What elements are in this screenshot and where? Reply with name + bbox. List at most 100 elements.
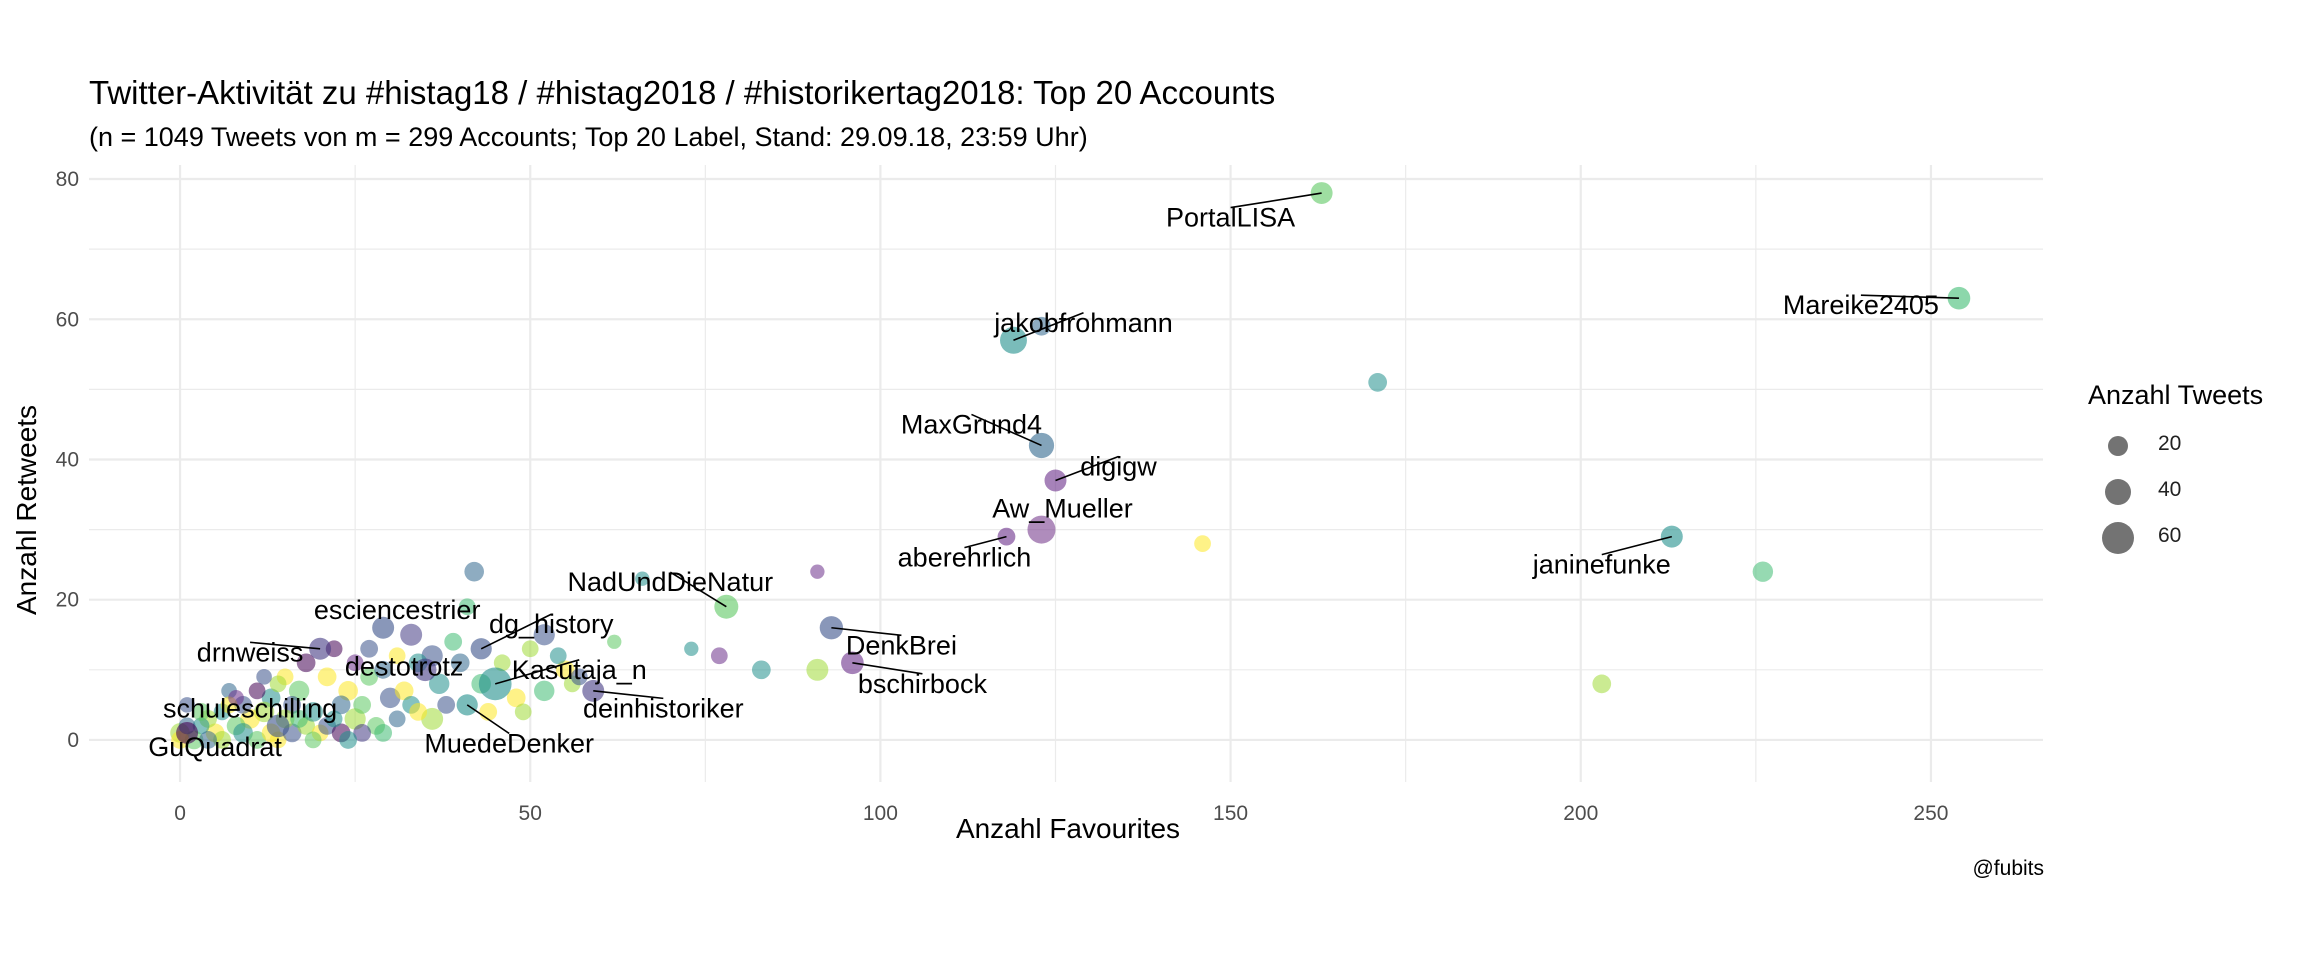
data-point xyxy=(684,641,699,656)
data-point xyxy=(437,695,456,714)
data-point xyxy=(388,647,406,665)
point-label-deinhistoriker: deinhistoriker xyxy=(583,693,744,723)
leader-line xyxy=(852,662,923,675)
point-label-jakobfrohmann: jakobfrohmann xyxy=(993,308,1173,338)
leader-line xyxy=(831,626,902,637)
point-label-nadunddienatur: NadUndDieNatur xyxy=(567,567,773,597)
data-point xyxy=(533,624,555,646)
data-point xyxy=(228,690,244,706)
y-axis-title: Anzahl Retweets xyxy=(11,405,42,615)
grid-major xyxy=(89,165,2043,782)
leader-line xyxy=(1601,535,1673,556)
point-label-digigw: digigw xyxy=(1080,451,1157,481)
data-point-guquadrat xyxy=(176,721,199,744)
x-tick-label: 50 xyxy=(519,802,542,825)
legend-label-20: 20 xyxy=(2158,432,2182,455)
point-label-maxgrund4: MaxGrund4 xyxy=(901,409,1042,439)
leader-line xyxy=(1013,312,1084,342)
legend-size-40-marker xyxy=(2105,479,2131,505)
data-point xyxy=(233,723,253,743)
leader-line xyxy=(1230,192,1322,209)
point-label-drnweiss: drnweiss xyxy=(197,637,304,667)
data-point xyxy=(288,680,310,702)
point-label-esciencestrier: esciencestrier xyxy=(314,595,481,625)
leader-line xyxy=(964,535,1007,549)
data-point xyxy=(428,673,450,695)
data-point xyxy=(710,647,728,665)
data-point xyxy=(806,658,829,681)
leader-line xyxy=(466,704,510,735)
point-label-mareike2405: Mareike2405 xyxy=(1783,290,1939,320)
label-leader-lines xyxy=(250,192,1959,735)
data-point xyxy=(751,660,771,680)
data-point-aw_mueller xyxy=(1027,515,1056,544)
data-point xyxy=(317,667,337,687)
y-tick-labels: 0 20 40 60 80 xyxy=(56,168,79,752)
point-label-muededenker: MuedeDenker xyxy=(424,728,594,758)
size-legend: Anzahl Tweets 20 40 60 xyxy=(2088,380,2264,554)
x-tick-label: 250 xyxy=(1913,802,1948,825)
data-point xyxy=(444,632,463,651)
data-point xyxy=(810,564,825,579)
x-tick-label: 0 xyxy=(174,802,186,825)
point-label-portallisa: PortalLISA xyxy=(1166,203,1295,233)
data-point xyxy=(338,681,358,701)
data-point xyxy=(360,667,379,686)
y-tick-label: 0 xyxy=(67,729,79,752)
legend-label-40: 40 xyxy=(2158,478,2182,501)
data-point xyxy=(464,561,484,582)
point-label-schuleschilling: schuleschilling xyxy=(163,693,337,723)
data-point xyxy=(256,669,272,685)
data-point xyxy=(1368,372,1388,392)
data-point xyxy=(290,710,308,728)
point-labels: PortalLISA Mareike2405 jakobfrohmann MaxGru… xyxy=(148,203,1939,762)
data-point xyxy=(199,731,217,749)
legend-title: Anzahl Tweets xyxy=(2088,380,2264,410)
point-label-bschirbock: bschirbock xyxy=(858,669,988,699)
leader-line xyxy=(669,571,727,608)
data-point xyxy=(1752,561,1774,582)
data-point xyxy=(388,710,406,728)
data-point xyxy=(400,623,423,646)
legend-size-60-marker xyxy=(2102,522,2134,554)
data-point xyxy=(179,697,195,713)
data-point xyxy=(213,731,231,749)
data-point xyxy=(331,695,351,715)
x-tick-label: 150 xyxy=(1213,802,1248,825)
data-points xyxy=(170,182,1971,750)
data-point xyxy=(353,724,372,742)
point-label-destotrotz: destotrotz xyxy=(345,651,464,681)
leader-line xyxy=(971,413,1042,447)
legend-item-20: 20 xyxy=(2088,426,2288,466)
y-tick-label: 80 xyxy=(56,168,79,191)
data-point xyxy=(458,598,476,616)
data-point xyxy=(374,724,393,742)
data-point-schuleschilling xyxy=(266,714,290,738)
data-point-esciencestrier xyxy=(372,616,395,639)
data-point-jakobfrohmann xyxy=(999,326,1027,354)
legend-label-60: 60 xyxy=(2158,524,2182,547)
data-point xyxy=(607,634,622,649)
data-point xyxy=(635,571,650,586)
point-label-guquadrat: GuQuadrat xyxy=(148,732,282,762)
point-label-dg_history: dg_history xyxy=(489,609,614,639)
point-label-kasutaja_n: Kasutaja_n xyxy=(512,655,647,685)
leader-line xyxy=(480,613,552,650)
x-axis-title: Anzahl Favourites xyxy=(956,813,1180,844)
data-point xyxy=(570,668,588,686)
point-label-janinefunke: janinefunke xyxy=(1532,550,1671,580)
data-point xyxy=(360,639,379,658)
data-point xyxy=(394,681,414,701)
data-point xyxy=(514,703,532,721)
data-point xyxy=(353,695,372,714)
legend-item-40: 40 xyxy=(2088,472,2288,512)
chart-subtitle: (n = 1049 Tweets von m = 299 Accounts; T… xyxy=(89,122,1088,152)
data-point xyxy=(296,653,316,673)
data-point xyxy=(346,654,364,672)
x-tick-labels: 0 50 100 150 200 250 xyxy=(174,802,1948,825)
x-tick-label: 200 xyxy=(1563,802,1598,825)
data-point xyxy=(248,682,266,700)
data-point xyxy=(339,731,358,749)
data-point xyxy=(534,680,555,702)
x-tick-label: 100 xyxy=(863,802,898,825)
